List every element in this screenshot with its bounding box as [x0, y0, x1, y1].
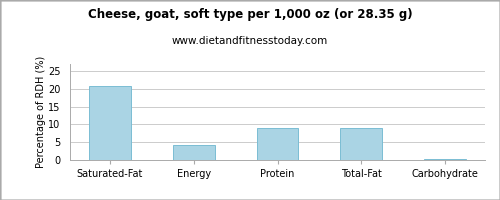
- Bar: [172, 145, 214, 160]
- Bar: [89, 86, 131, 160]
- Text: Cheese, goat, soft type per 1,000 oz (or 28.35 g): Cheese, goat, soft type per 1,000 oz (or…: [88, 8, 412, 21]
- Y-axis label: Percentage of RDH (%): Percentage of RDH (%): [36, 56, 46, 168]
- Bar: [256, 128, 298, 160]
- Bar: [424, 159, 466, 160]
- Text: www.dietandfitnesstoday.com: www.dietandfitnesstoday.com: [172, 36, 328, 46]
- Bar: [340, 128, 382, 160]
